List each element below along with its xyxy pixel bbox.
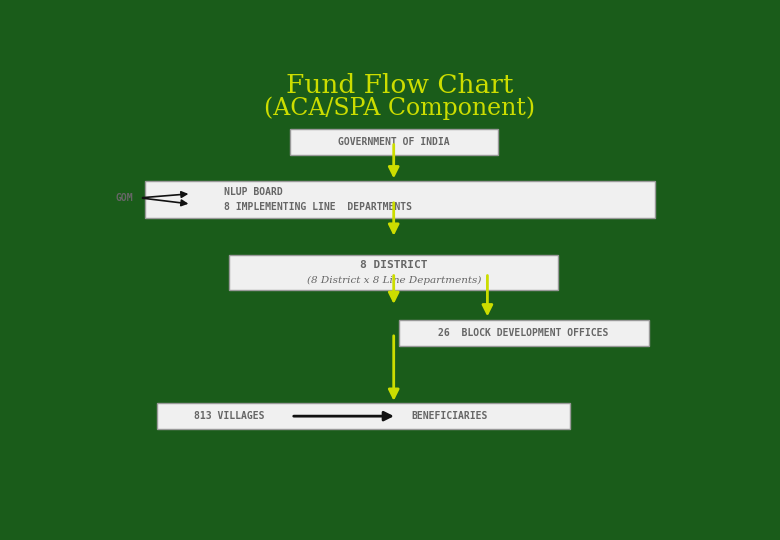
Text: 8 IMPLEMENTING LINE  DEPARTMENTS: 8 IMPLEMENTING LINE DEPARTMENTS: [225, 202, 413, 212]
FancyBboxPatch shape: [157, 403, 570, 429]
Text: Fund Flow Chart: Fund Flow Chart: [286, 73, 513, 98]
Text: 26  BLOCK DEVELOPMENT OFFICES: 26 BLOCK DEVELOPMENT OFFICES: [438, 328, 609, 338]
Text: NLUP BOARD: NLUP BOARD: [225, 187, 283, 198]
FancyBboxPatch shape: [399, 320, 649, 346]
Text: GOM: GOM: [116, 193, 133, 203]
Text: 813 VILLAGES: 813 VILLAGES: [194, 411, 264, 421]
Text: (8 District x 8 Line Departments): (8 District x 8 Line Departments): [307, 275, 481, 285]
Text: 8 DISTRICT: 8 DISTRICT: [360, 260, 427, 270]
Text: BENEFICIARIES: BENEFICIARIES: [412, 411, 488, 421]
FancyBboxPatch shape: [229, 255, 558, 290]
Text: (ACA/SPA Component): (ACA/SPA Component): [264, 97, 535, 120]
FancyBboxPatch shape: [289, 129, 498, 154]
FancyBboxPatch shape: [144, 181, 655, 219]
Text: GOVERNMENT OF INDIA: GOVERNMENT OF INDIA: [338, 137, 449, 147]
